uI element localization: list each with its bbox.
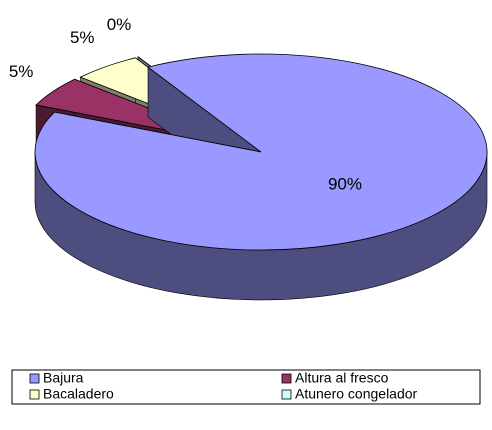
legend-swatch [281, 389, 292, 400]
slice [34, 53, 488, 251]
legend-swatch [29, 389, 40, 400]
data-label: 90% [328, 174, 362, 193]
legend-label: Bacaladero [43, 386, 114, 402]
legend-label: Altura al fresco [295, 370, 389, 386]
legend-swatch [281, 373, 292, 384]
data-label: 5% [70, 28, 95, 47]
legend-label: Bajura [43, 370, 84, 386]
data-label: 5% [9, 62, 34, 81]
legend-box [11, 369, 481, 405]
legend-label: Atunero congelador [295, 386, 418, 402]
pie: 90% 5% 5% 0% [9, 15, 488, 301]
legend-swatch [29, 373, 40, 384]
data-label: 0% [107, 15, 132, 34]
legend: Bajura Altura al fresco Bacaladero Atunero … [29, 370, 418, 402]
